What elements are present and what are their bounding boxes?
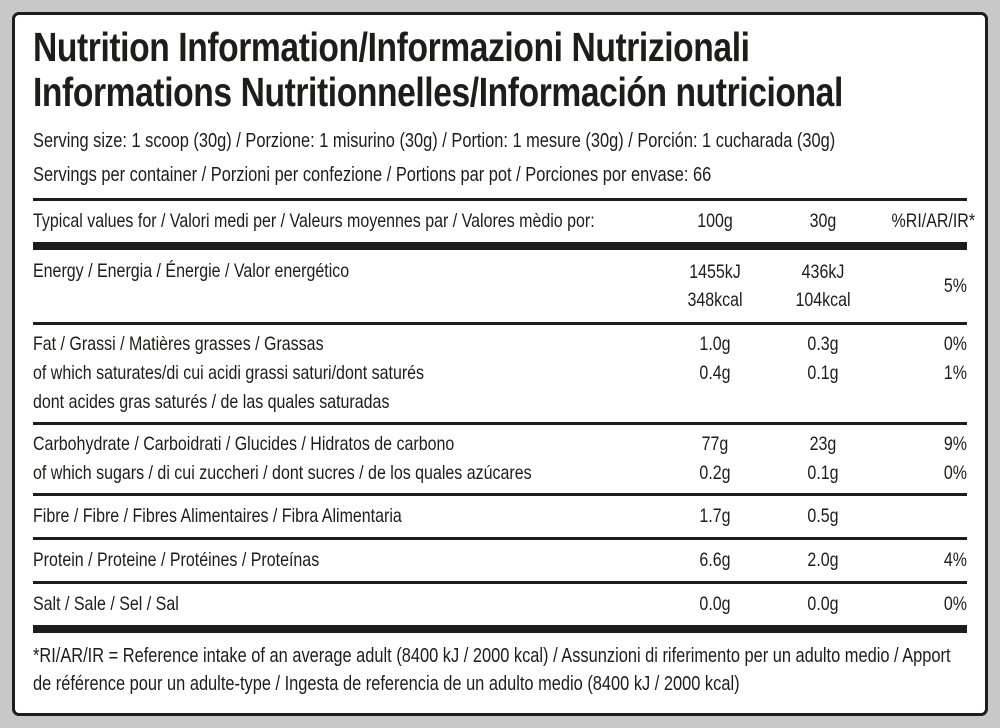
nutrient-label: Carbohydrate / Carboidrati / Glucides / …: [33, 433, 455, 455]
fat-section: Fat / Grassi / Matières grasses / Grassa…: [33, 325, 967, 422]
value-100g-kcal: 348kcal: [687, 289, 743, 311]
column-header-100g: 100g: [697, 210, 733, 232]
nutrient-label: Protein / Proteine / Protéines / Proteín…: [33, 549, 320, 571]
row-carbohydrate: Carbohydrate / Carboidrati / Glucides / …: [33, 430, 967, 459]
value-ri-percent: 9%: [943, 433, 967, 455]
nutrient-label: Fibre / Fibre / Fibres Alimentaires / Fi…: [33, 505, 402, 527]
nutrition-label: Nutrition Information/Informazioni Nutri…: [12, 12, 988, 716]
value-100g: 0.2g: [699, 462, 731, 484]
divider: [33, 537, 967, 540]
divider: [33, 581, 967, 584]
row-fat-saturates: of which saturates/di cui acidi grassi s…: [33, 359, 967, 388]
column-header-ri: %RI/AR/IR*: [891, 210, 976, 232]
nutrient-label: Salt / Sale / Sel / Sal: [33, 593, 179, 615]
divider: [33, 198, 967, 201]
label-title: Nutrition Information/Informazioni Nutri…: [33, 25, 967, 115]
row-protein: Protein / Proteine / Protéines / Proteín…: [33, 540, 967, 581]
nutrient-label: of which saturates/di cui acidi grassi s…: [33, 362, 425, 384]
row-salt: Salt / Sale / Sel / Sal 0.0g 0.0g 0%: [33, 584, 967, 625]
table-header-row: Typical values for / Valori medi per / V…: [33, 201, 976, 242]
value-100g: 0.4g: [699, 362, 731, 384]
servings-per-container-line: Servings per container / Porzioni per co…: [33, 164, 712, 186]
header-typical-values: Typical values for / Valori medi per / V…: [33, 210, 595, 232]
carbohydrate-section: Carbohydrate / Carboidrati / Glucides / …: [33, 425, 967, 493]
value-30g: 2.0g: [807, 549, 839, 571]
value-30g: 0.1g: [807, 362, 839, 384]
value-30g: 0.0g: [807, 593, 839, 615]
value-100g: 1.7g: [699, 505, 731, 527]
nutrient-label: dont acides gras saturés / de las quales…: [33, 391, 390, 413]
row-fat: Fat / Grassi / Matières grasses / Grassa…: [33, 330, 967, 359]
value-30g: 23g: [809, 433, 837, 455]
value-100g: 1.0g: [699, 333, 731, 355]
value-ri-percent: 1%: [943, 362, 967, 384]
value-ri-percent: 4%: [943, 549, 967, 571]
value-30g: 0.1g: [807, 462, 839, 484]
divider: [33, 322, 967, 325]
value-30g-kj: 436kJ: [801, 261, 845, 283]
title-line2: Informations Nutritionnelles/Información…: [33, 69, 843, 115]
row-fat-saturates-continued: dont acides gras saturés / de las quales…: [33, 388, 967, 417]
nutrient-label: Fat / Grassi / Matières grasses / Grassa…: [33, 333, 324, 355]
value-30g: 0.5g: [807, 505, 839, 527]
value-ri-percent: 0%: [943, 333, 967, 355]
reference-intake-footnote: *RI/AR/IR = Reference intake of an avera…: [33, 645, 951, 695]
row-energy: Energy / Energia / Énergie / Valor energ…: [33, 250, 967, 322]
value-ri-percent: 5%: [943, 274, 967, 297]
value-30g-kcal: 104kcal: [795, 289, 851, 311]
divider-thick: [33, 625, 967, 633]
divider-thick: [33, 242, 967, 250]
value-100g: 77g: [701, 433, 729, 455]
divider: [33, 422, 967, 425]
column-header-30g: 30g: [809, 210, 837, 232]
value-ri-percent: 0%: [943, 462, 967, 484]
serving-size-line: Serving size: 1 scoop (30g) / Porzione: …: [33, 130, 836, 152]
value-30g: 0.3g: [807, 333, 839, 355]
value-100g: 0.0g: [699, 593, 731, 615]
divider: [33, 493, 967, 496]
value-100g: 6.6g: [699, 549, 731, 571]
row-fibre: Fibre / Fibre / Fibres Alimentaires / Fi…: [33, 496, 967, 537]
row-sugars: of which sugars / di cui zuccheri / dont…: [33, 459, 967, 488]
nutrient-label: Energy / Energia / Énergie / Valor energ…: [33, 260, 350, 282]
nutrient-label: of which sugars / di cui zuccheri / dont…: [33, 462, 532, 484]
value-ri-percent: 0%: [943, 593, 967, 615]
value-100g-kj: 1455kJ: [689, 261, 741, 283]
title-line1: Nutrition Information/Informazioni Nutri…: [33, 24, 750, 70]
